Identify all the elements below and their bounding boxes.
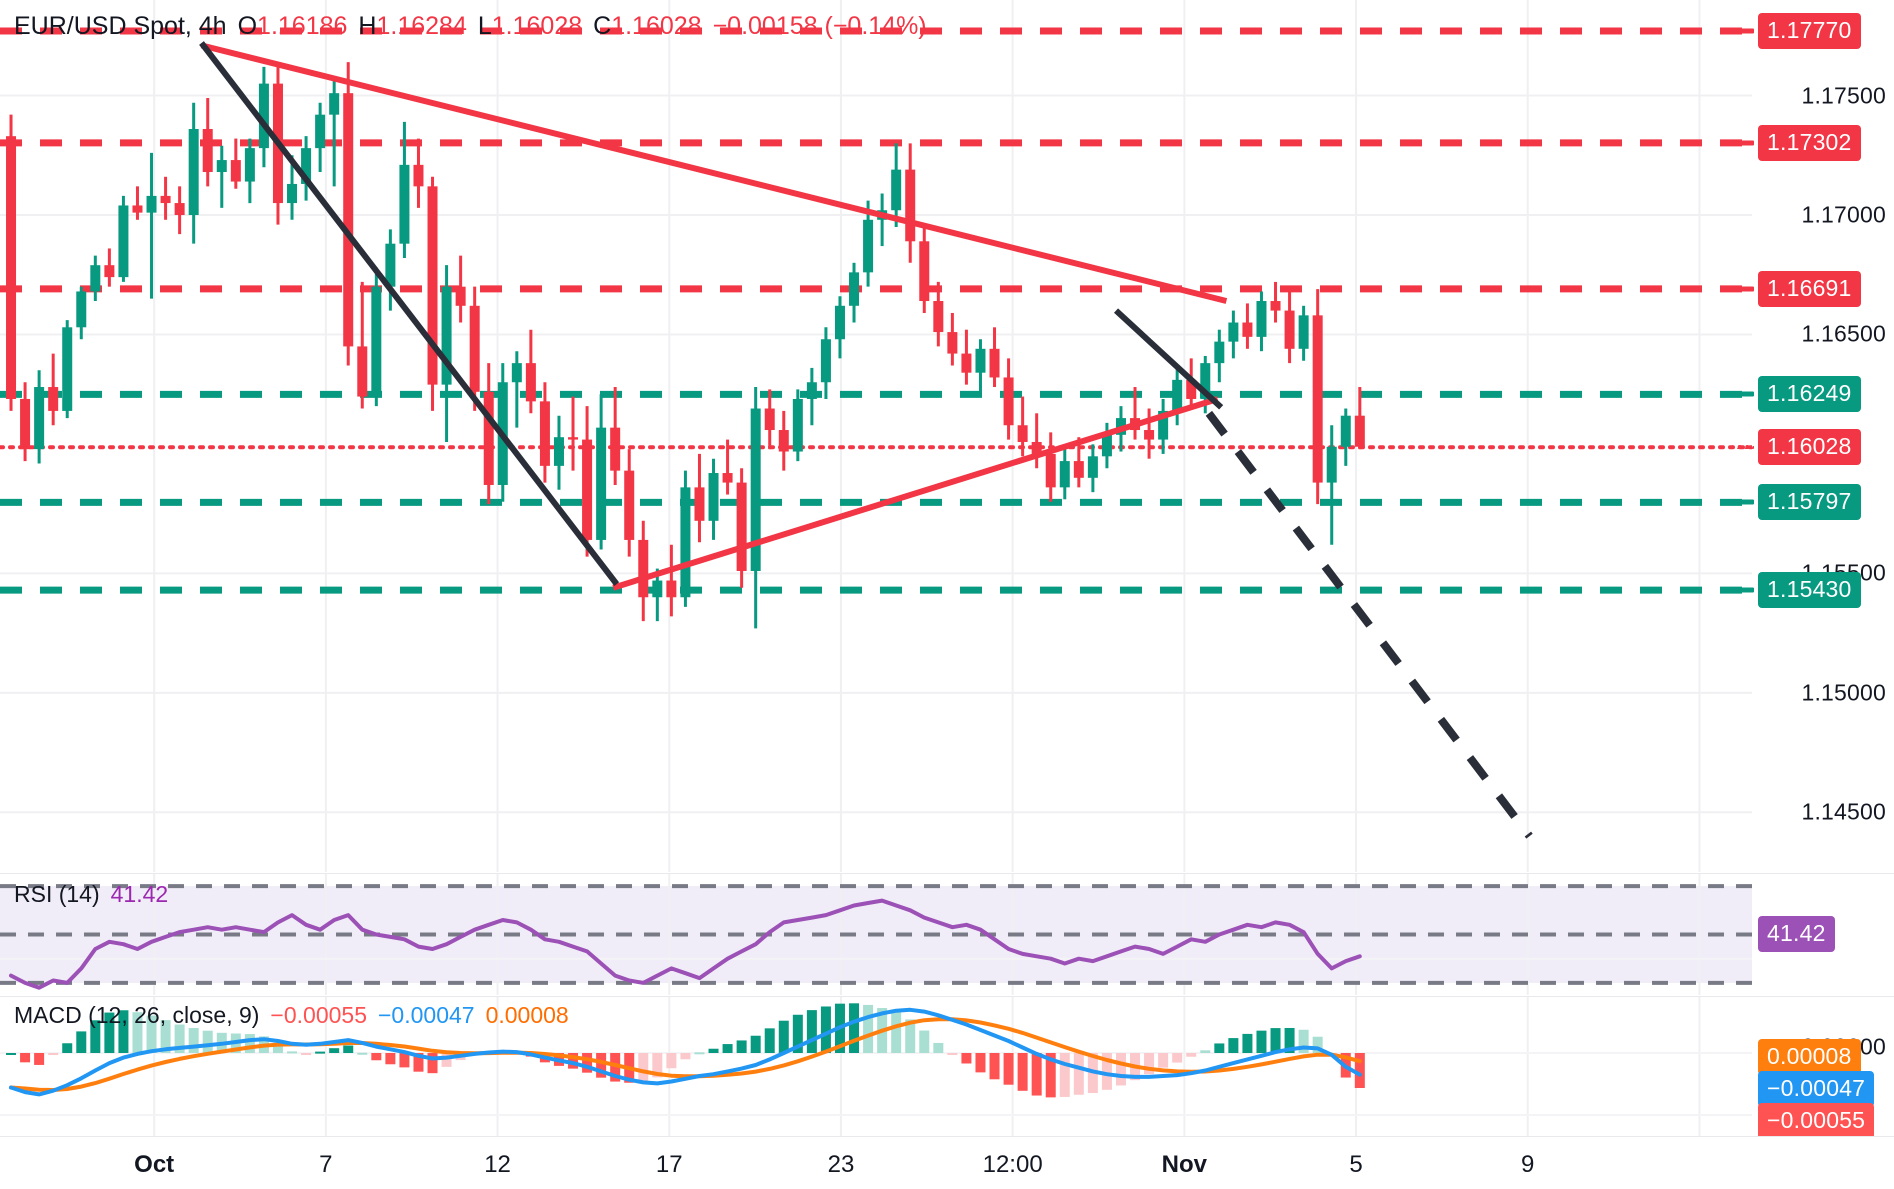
time-tick-label: 12 bbox=[484, 1151, 511, 1178]
rsi-value-badge: 41.42 bbox=[1758, 916, 1835, 952]
axis-tick-stub bbox=[1732, 587, 1754, 593]
price-plot-area[interactable] bbox=[0, 0, 1754, 872]
support-level-badge[interactable]: 1.16249 bbox=[1732, 376, 1861, 413]
price-tick-label: 1.17000 bbox=[1801, 201, 1886, 228]
axis-tick-stub bbox=[1732, 499, 1754, 505]
macd-axis[interactable]: 0.00000 0.00008 −0.00047 −0.00055 bbox=[1752, 997, 1894, 1137]
macd-plot-area[interactable] bbox=[0, 997, 1752, 1137]
time-tick-label: 5 bbox=[1349, 1151, 1363, 1178]
time-axis[interactable]: Oct 7 12 17 23 12:00 Nov 5 9 bbox=[0, 1136, 1894, 1189]
macd-signal-badge: 0.00008 bbox=[1758, 1039, 1861, 1075]
macd-pane[interactable]: 0.00000 0.00008 −0.00047 −0.00055 MACD (… bbox=[0, 996, 1894, 1137]
rsi-axis[interactable]: 41.42 bbox=[1752, 874, 1894, 996]
price-tick-label: 1.15000 bbox=[1801, 679, 1886, 706]
macd-line-badge: −0.00047 bbox=[1758, 1071, 1875, 1107]
axis-tick-stub bbox=[1732, 391, 1754, 397]
time-tick-label: 12:00 bbox=[982, 1151, 1043, 1178]
support-level-badge[interactable]: 1.15797 bbox=[1732, 484, 1861, 521]
axis-tick-stub bbox=[1732, 28, 1754, 34]
rsi-pane[interactable]: 41.42 RSI (14) 41.42 bbox=[0, 873, 1894, 996]
time-tick-label: 7 bbox=[319, 1151, 333, 1178]
rsi-chart-canvas bbox=[0, 874, 1752, 995]
support-level-badge[interactable]: 1.15430 bbox=[1732, 572, 1861, 609]
axis-tick-stub bbox=[1732, 286, 1754, 292]
resistance-level-badge[interactable]: 1.16691 bbox=[1732, 270, 1861, 307]
time-tick-label: 23 bbox=[827, 1151, 855, 1178]
axis-tick-stub bbox=[1732, 445, 1754, 450]
resistance-level-badge[interactable]: 1.17770 bbox=[1732, 13, 1861, 50]
axis-tick-stub bbox=[1732, 140, 1754, 146]
macd-hist-badge: −0.00055 bbox=[1758, 1103, 1875, 1137]
time-tick-label: Oct bbox=[134, 1151, 175, 1178]
price-tick-label: 1.16500 bbox=[1801, 320, 1886, 347]
price-pane[interactable]: 1.175001.170001.165001.155001.150001.145… bbox=[0, 0, 1894, 872]
rsi-plot-area[interactable] bbox=[0, 874, 1752, 996]
resistance-level-badge[interactable]: 1.17302 bbox=[1732, 124, 1861, 161]
time-tick-label: Nov bbox=[1161, 1151, 1208, 1178]
macd-chart-canvas bbox=[0, 997, 1752, 1136]
price-tick-label: 1.17500 bbox=[1801, 82, 1886, 109]
time-tick-label: 9 bbox=[1521, 1151, 1535, 1178]
time-tick-label: 17 bbox=[655, 1151, 683, 1178]
price-chart-canvas bbox=[0, 0, 1754, 872]
price-axis[interactable]: 1.175001.170001.165001.155001.150001.145… bbox=[1732, 0, 1894, 872]
last-price-badge[interactable]: 1.16028 bbox=[1732, 429, 1861, 466]
price-tick-label: 1.14500 bbox=[1801, 798, 1886, 825]
